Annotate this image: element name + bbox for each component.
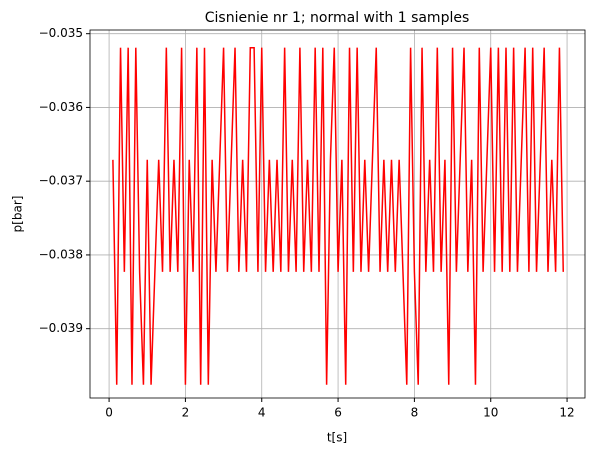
y-tick-label: −0.036 — [39, 100, 83, 114]
y-tick-label: −0.038 — [39, 247, 83, 261]
x-axis-label: t[s] — [327, 431, 347, 445]
chart-title: Cisnienie nr 1; normal with 1 samples — [205, 10, 470, 26]
data-line — [112, 46, 564, 385]
y-tick-label: −0.037 — [39, 174, 83, 188]
x-tick-label: 4 — [258, 406, 266, 420]
y-tick-label: −0.035 — [39, 26, 83, 40]
x-tick-label: 8 — [411, 406, 419, 420]
x-tick-label: 10 — [483, 406, 498, 420]
x-tick-label: 2 — [182, 406, 190, 420]
y-tick-label: −0.039 — [39, 321, 83, 335]
x-tick-label: 0 — [105, 406, 113, 420]
plot-frame — [89, 29, 586, 399]
x-tick-label: 12 — [559, 406, 574, 420]
x-tick-label: 6 — [334, 406, 342, 420]
y-axis-label: p[bar] — [11, 196, 25, 233]
